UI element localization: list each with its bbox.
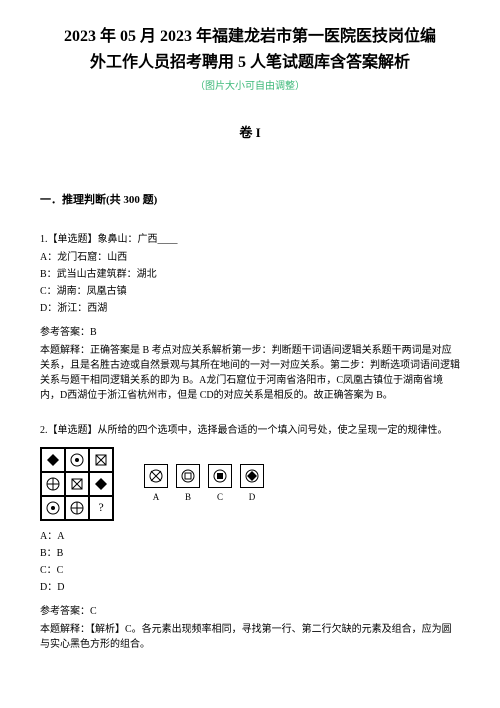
grid-cell — [65, 496, 89, 520]
option-cell: B — [176, 464, 200, 504]
grid-cell — [89, 448, 113, 472]
question-1: 1.【单选题】象鼻山：广西____ A：龙门石窟：山西 B：武当山古建筑群：湖北… — [40, 232, 460, 403]
option-box-d — [240, 464, 264, 488]
q2-answer: 参考答案：C — [40, 604, 460, 620]
option-box-c — [208, 464, 232, 488]
option-cell: C — [208, 464, 232, 504]
grid-cell — [65, 448, 89, 472]
grid-cell — [41, 496, 65, 520]
option-label: C — [217, 490, 223, 504]
document-title-line1: 2023 年 05 月 2023 年福建龙岩市第一医院医技岗位编 — [40, 25, 460, 49]
grid-cell — [89, 472, 113, 496]
option-label: D — [249, 490, 256, 504]
q2-figure: ? A B C — [40, 447, 460, 521]
option-label: B — [185, 490, 191, 504]
grid-cell — [41, 448, 65, 472]
section-header: 一．推理判断(共 300 题) — [40, 191, 460, 207]
q1-option-d: D：浙江：西湖 — [40, 301, 460, 317]
question-2: 2.【单选题】从所给的四个选项中，选择最合适的一个填入问号处，使之呈现一定的规律… — [40, 423, 460, 652]
option-cell: A — [144, 464, 168, 504]
q1-option-a: A：龙门石窟：山西 — [40, 250, 460, 266]
q2-option-b: B：B — [40, 546, 460, 562]
grid-cell-question: ? — [89, 496, 113, 520]
option-box-a — [144, 464, 168, 488]
q2-option-a: A：A — [40, 529, 460, 545]
q1-stem: 1.【单选题】象鼻山：广西____ — [40, 232, 460, 248]
option-box-b — [176, 464, 200, 488]
q1-answer: 参考答案：B — [40, 325, 460, 341]
q2-answer-options: A B C D — [144, 464, 264, 504]
q2-analysis: 本题解释：【解析】C。各元素出现频率相同，寻找第一行、第二行欠缺的元素及组合，应… — [40, 622, 460, 652]
option-label: A — [153, 490, 160, 504]
q1-option-b: B：武当山古建筑群：湖北 — [40, 267, 460, 283]
q2-option-d: D：D — [40, 580, 460, 596]
grid-cell — [41, 472, 65, 496]
q2-stem: 2.【单选题】从所给的四个选项中，选择最合适的一个填入问号处，使之呈现一定的规律… — [40, 423, 460, 439]
grid-cell — [65, 472, 89, 496]
option-cell: D — [240, 464, 264, 504]
document-subtitle: （图片大小可自由调整） — [40, 77, 460, 92]
q1-analysis: 本题解释：正确答案是 B 考点对应关系解析第一步：判断题干词语间逻辑关系题干两词… — [40, 343, 460, 403]
q2-main-grid: ? — [40, 447, 114, 521]
q2-option-c: C：C — [40, 563, 460, 579]
volume-label: 卷 I — [40, 122, 460, 141]
document-title-line2: 外工作人员招考聘用 5 人笔试题库含答案解析 — [40, 51, 460, 75]
q1-option-c: C：湖南：凤凰古镇 — [40, 284, 460, 300]
